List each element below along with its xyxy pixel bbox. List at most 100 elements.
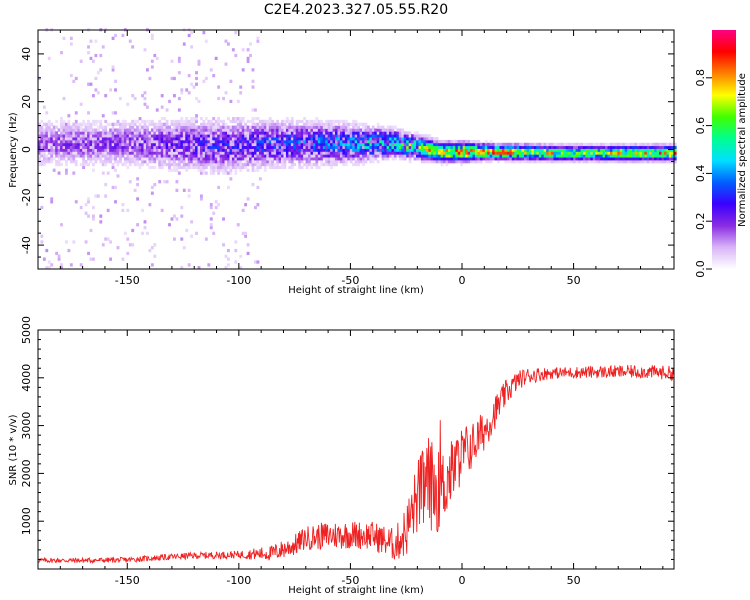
spectrogram-cell: [521, 145, 525, 149]
spectrogram-cell: [50, 139, 54, 144]
spectrogram-cell: [411, 154, 414, 158]
spectrogram-cell: [111, 125, 115, 129]
spectrogram-cell: [42, 157, 46, 161]
spectrogram-cell: [354, 157, 358, 161]
spectrogram-cell: [472, 160, 476, 164]
spectrogram-cell: [65, 171, 68, 175]
spectrogram-cell: [357, 128, 360, 132]
spectrogram-cell: [121, 142, 125, 147]
spectrogram-cell: [92, 205, 95, 210]
spectrogram-cell: [96, 131, 100, 135]
spectrogram-cell: [204, 134, 208, 138]
spectrogram-cell: [290, 154, 294, 158]
spectrogram-cell: [141, 157, 144, 161]
spectrogram-cell: [541, 142, 545, 147]
spectrogram-cell: [607, 148, 611, 152]
spectrogram-cell: [470, 157, 473, 161]
spectrogram-cell: [268, 119, 272, 124]
spectrogram-cell: [354, 142, 358, 147]
spectrogram-cell: [303, 128, 306, 132]
spectrogram-cell: [227, 257, 230, 261]
spectrogram-cell: [212, 211, 216, 215]
spectrogram-cell: [182, 160, 186, 164]
spectrogram-cell: [575, 157, 579, 161]
spectrogram-cell: [315, 139, 319, 144]
spectrogram-cell: [312, 151, 316, 155]
spectrogram-cell: [246, 157, 250, 161]
spectrogram-cell: [65, 145, 68, 149]
spectrogram-cell: [290, 157, 294, 161]
spectrogram-cell: [276, 134, 279, 138]
spectrogram-cell: [177, 119, 181, 124]
spectrogram-cell: [47, 260, 51, 264]
spectrogram-cell: [158, 122, 162, 126]
spectrogram-cell: [366, 134, 370, 138]
spectrogram-cell: [325, 134, 329, 138]
spectrogram-cell: [450, 151, 454, 155]
spectrogram-cell: [214, 157, 218, 161]
snr-ytick-label: 1000: [20, 507, 33, 535]
spectrogram-cell: [65, 162, 68, 167]
spectrogram-cell: [305, 142, 309, 147]
spectrogram-cell: [106, 145, 110, 149]
spectrogram-cell: [489, 145, 493, 149]
spectrogram-cell: [177, 165, 181, 170]
spectrogram-cell: [636, 145, 640, 149]
spectrogram-cell: [433, 145, 437, 149]
spectrogram-cell: [337, 160, 341, 164]
spectrogram-cell: [87, 125, 90, 129]
spectrogram-cell: [109, 157, 113, 161]
spectrogram-cell: [128, 162, 132, 167]
spectrogram-cell: [646, 145, 650, 149]
spectrogram-cell: [416, 148, 419, 152]
spectrogram-cell: [148, 148, 152, 152]
spectrogram-cell: [600, 151, 603, 155]
spectrogram-cell: [416, 134, 419, 138]
spectrogram-cell: [209, 205, 213, 210]
spectrogram-cell: [150, 191, 154, 195]
spectrogram-cell: [425, 148, 429, 152]
spectrogram-cell: [335, 139, 338, 144]
spectrogram-cell: [231, 48, 235, 52]
spectrogram-cell: [38, 151, 41, 155]
spectrogram-cell: [617, 151, 621, 155]
spectrogram-cell: [254, 168, 257, 172]
spectrogram-cell: [578, 157, 581, 161]
spectrogram-cell: [212, 122, 216, 126]
spectrogram-cell: [433, 148, 437, 152]
spectrogram-cell: [114, 185, 117, 190]
spectrogram-cell: [202, 171, 206, 175]
spectrogram-cell: [384, 131, 387, 135]
spectrogram-cell: [45, 148, 49, 152]
spectrogram-cell: [99, 142, 103, 147]
spectrogram-cell: [180, 91, 184, 95]
spectrogram-cell: [342, 148, 346, 152]
spectrogram-cell: [283, 165, 287, 170]
spectrogram-cell: [173, 94, 176, 98]
spectrogram-cell: [202, 160, 206, 164]
spectrogram-cell: [101, 45, 105, 49]
spectrogram-cell: [143, 139, 147, 144]
spectrogram-cell: [150, 263, 154, 267]
spectrogram-cell: [430, 160, 434, 164]
spectrogram-cell: [403, 148, 407, 152]
spectrogram-cell: [57, 171, 61, 175]
spectrogram-cell: [366, 157, 370, 161]
spectrogram-cell: [504, 160, 508, 164]
spectrogram-cell: [472, 157, 476, 161]
spectrogram-cell: [111, 65, 115, 69]
spectrogram-cell: [254, 151, 257, 155]
spectrogram-cell: [477, 139, 481, 144]
spectrogram-cell: [504, 151, 508, 155]
spectrogram-cell: [398, 128, 402, 132]
spectrogram-cell: [597, 157, 601, 161]
spectrogram-cell: [254, 157, 257, 161]
spectrogram-cell: [349, 151, 353, 155]
spectrogram-cell: [342, 157, 346, 161]
spectrogram-cell: [165, 108, 169, 112]
spectrogram-cell: [354, 128, 358, 132]
spectrogram-cell: [354, 162, 358, 167]
spectrogram-cell: [141, 128, 144, 132]
spectrogram-cell: [322, 157, 326, 161]
